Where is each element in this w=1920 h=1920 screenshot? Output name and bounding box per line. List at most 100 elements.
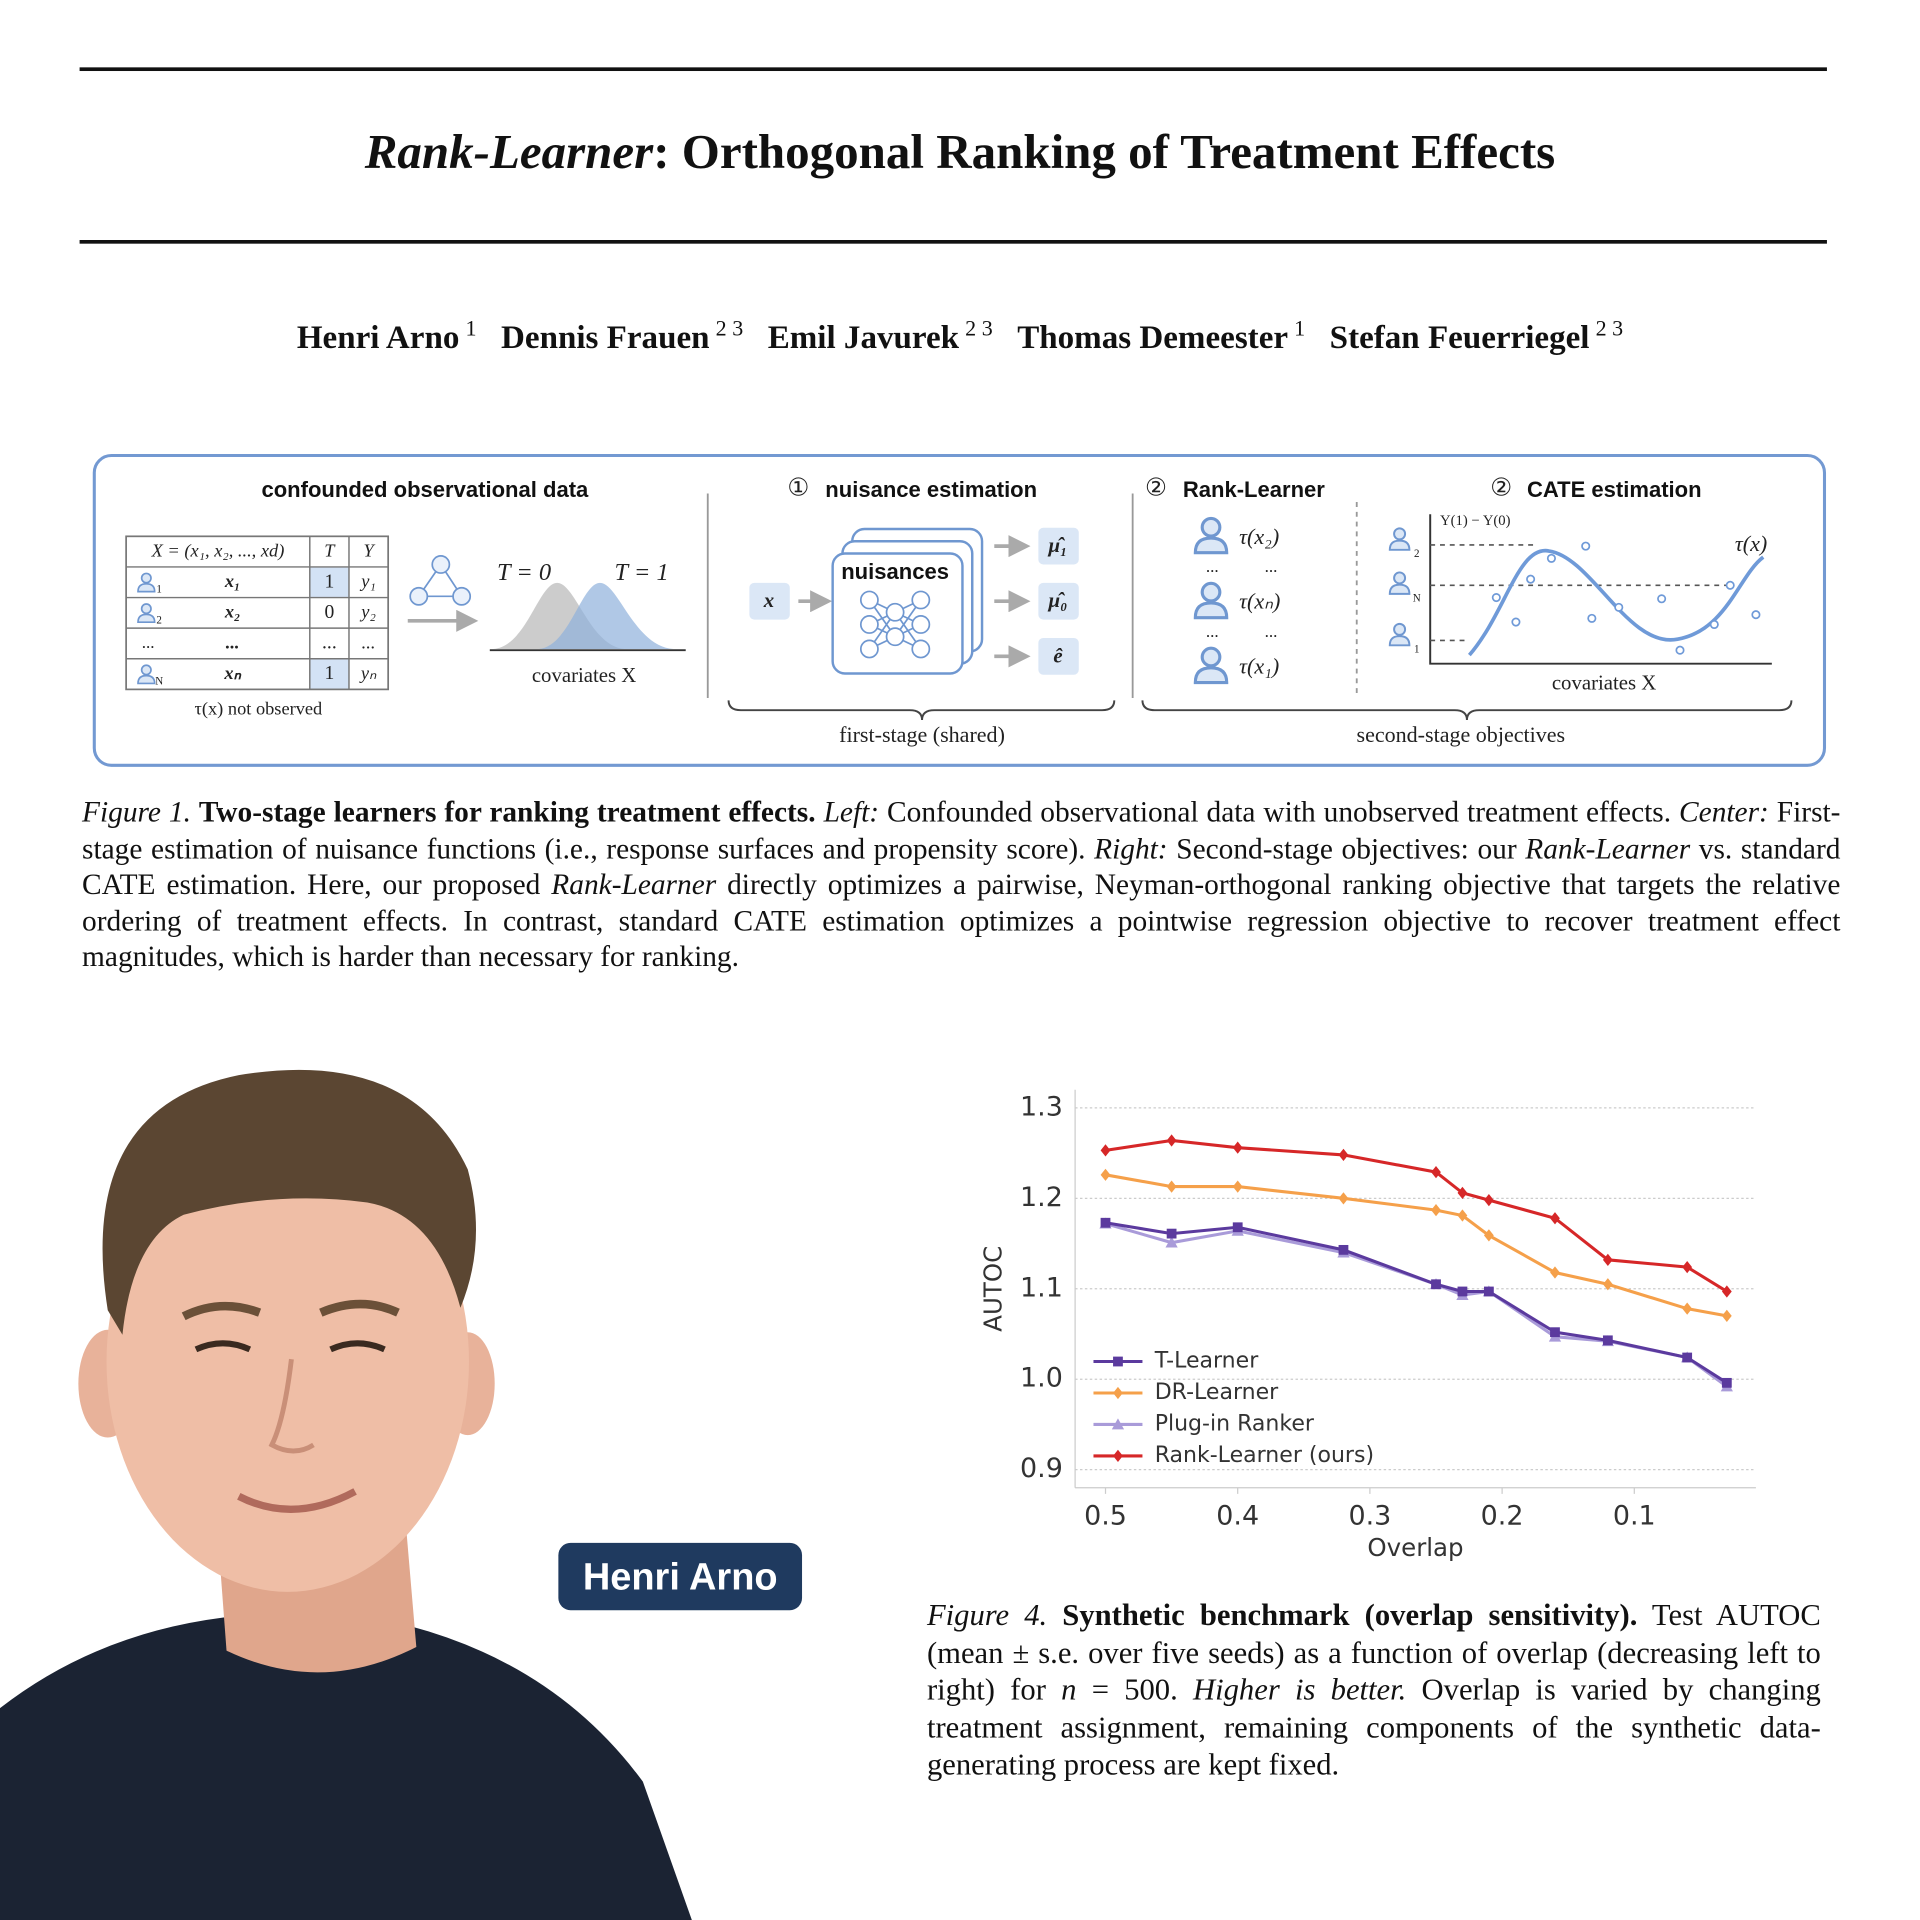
author-affiliation: 2 3 [715, 315, 744, 341]
caption-text: First-stage estimation of nuisance funct… [82, 797, 1841, 866]
legend-label: Rank-Learner (ours) [1155, 1443, 1374, 1468]
brace-label: first-stage (shared) [839, 722, 1005, 747]
shape [859, 590, 879, 610]
ellipsis: ... [1206, 622, 1219, 641]
curve-label: T = 1 [615, 559, 669, 586]
author: Henri Arno 1 [296, 316, 477, 356]
caption-text: = 500. [1091, 1673, 1178, 1707]
caption-text: Rank-Learner [551, 869, 717, 902]
face [106, 1131, 469, 1592]
shape [911, 615, 931, 634]
marker [1338, 1244, 1349, 1255]
shape [911, 639, 931, 659]
curve-label: τ(x) [1735, 531, 1767, 556]
marker [1550, 1327, 1560, 1338]
marker [1682, 1260, 1693, 1274]
caption-text: Higher is better. [1193, 1673, 1407, 1707]
icon-label: 1 [1414, 644, 1420, 656]
shape [1491, 593, 1501, 603]
card-label: nuisances [841, 559, 949, 584]
shape [1511, 617, 1521, 627]
cell-shade [309, 658, 349, 690]
author-name: Emil Javurek [767, 318, 960, 356]
marker [1232, 1180, 1243, 1193]
network [859, 590, 931, 659]
ref-lines [1430, 544, 1733, 642]
table-cell: 1 [324, 663, 334, 684]
rule [79, 67, 1827, 72]
step-number: ① [787, 474, 809, 501]
row-id: N [155, 676, 163, 688]
marker [1100, 1168, 1111, 1181]
input-label: x [763, 588, 774, 612]
ellipsis: ... [1265, 622, 1278, 641]
axis-label: Y(1) − Y(0) [1440, 513, 1511, 529]
eyes [194, 1340, 386, 1353]
table-cell: x₂ [224, 602, 241, 622]
cell-shade [309, 566, 349, 598]
marker [1682, 1352, 1693, 1363]
output-label: μ̂₀ [1048, 588, 1068, 612]
shape [1709, 619, 1719, 630]
author-name: Stefan Feuerriegel [1329, 318, 1590, 356]
author-name: Dennis Frauen [501, 318, 710, 356]
axis-label: covariates X [532, 663, 637, 687]
axis-label: covariates X [1552, 670, 1657, 694]
row-id: 2 [156, 614, 162, 626]
nose [268, 1358, 315, 1454]
marker [1457, 1286, 1468, 1297]
table-note: τ(x) not observed [195, 698, 323, 719]
table-cell: 0 [324, 602, 334, 623]
table-cell: ... [322, 633, 337, 654]
output-box [1038, 637, 1079, 675]
x-tick-label: 0.1 [1613, 1501, 1656, 1532]
marker [1483, 1194, 1494, 1207]
caption-text: Test AUTOC (mean ± s.e. over five seeds)… [926, 1599, 1821, 1707]
x-axis-label: Overlap [1367, 1533, 1463, 1562]
hair [102, 1069, 477, 1335]
brows [181, 1299, 400, 1321]
rank-item: τ(x₁) [1239, 654, 1279, 679]
legend-label: DR-Learner [1155, 1380, 1279, 1405]
rule [79, 240, 1827, 244]
panel-title: nuisance estimation [825, 477, 1037, 502]
brace-label: second-stage objectives [1357, 722, 1566, 747]
brace [1141, 700, 1793, 721]
density-t1 [538, 582, 674, 649]
y-tick-label: 1.1 [1020, 1272, 1063, 1303]
mouth [237, 1488, 357, 1513]
caption-text: Left: [823, 797, 880, 829]
marker [1550, 1212, 1560, 1225]
row-id: 1 [156, 584, 162, 596]
caption-text: Center: [1679, 797, 1769, 829]
table-cell: ... [362, 632, 376, 652]
shape [1546, 553, 1556, 563]
step-number: ② [1490, 474, 1512, 501]
marker [1100, 1144, 1111, 1157]
author-name: Henri Arno [296, 318, 460, 356]
shape [452, 586, 472, 606]
icon-label: 2 [1414, 548, 1420, 560]
table-cell: x₁ [224, 571, 241, 591]
output-box [1038, 582, 1079, 620]
caption-heading: Synthetic benchmark (overlap sensitivity… [1062, 1599, 1638, 1633]
x-tick-label: 0.2 [1481, 1501, 1524, 1532]
caption-text: directly optimizes a pairwise, Neyman-or… [82, 869, 1841, 974]
marker [1602, 1335, 1613, 1346]
author: Dennis Frauen 2 3 [501, 315, 744, 356]
marker [1166, 1134, 1177, 1147]
author-affiliation: 1 [1294, 315, 1306, 341]
table-header: X = (x₁, x₂, ..., xd) [151, 540, 285, 561]
caption-heading: Two-stage learners for ranking treatment… [198, 797, 816, 829]
step-number: ② [1145, 474, 1167, 501]
y-axis-label: AUTOC [978, 1246, 1007, 1332]
badge-text: Henri Arno [582, 1554, 778, 1598]
input-box [749, 582, 790, 620]
legend-marker [1113, 1356, 1123, 1367]
marker [1100, 1217, 1111, 1228]
output-label: μ̂₁ [1048, 533, 1068, 557]
marker [1682, 1302, 1693, 1315]
shape [431, 555, 451, 574]
